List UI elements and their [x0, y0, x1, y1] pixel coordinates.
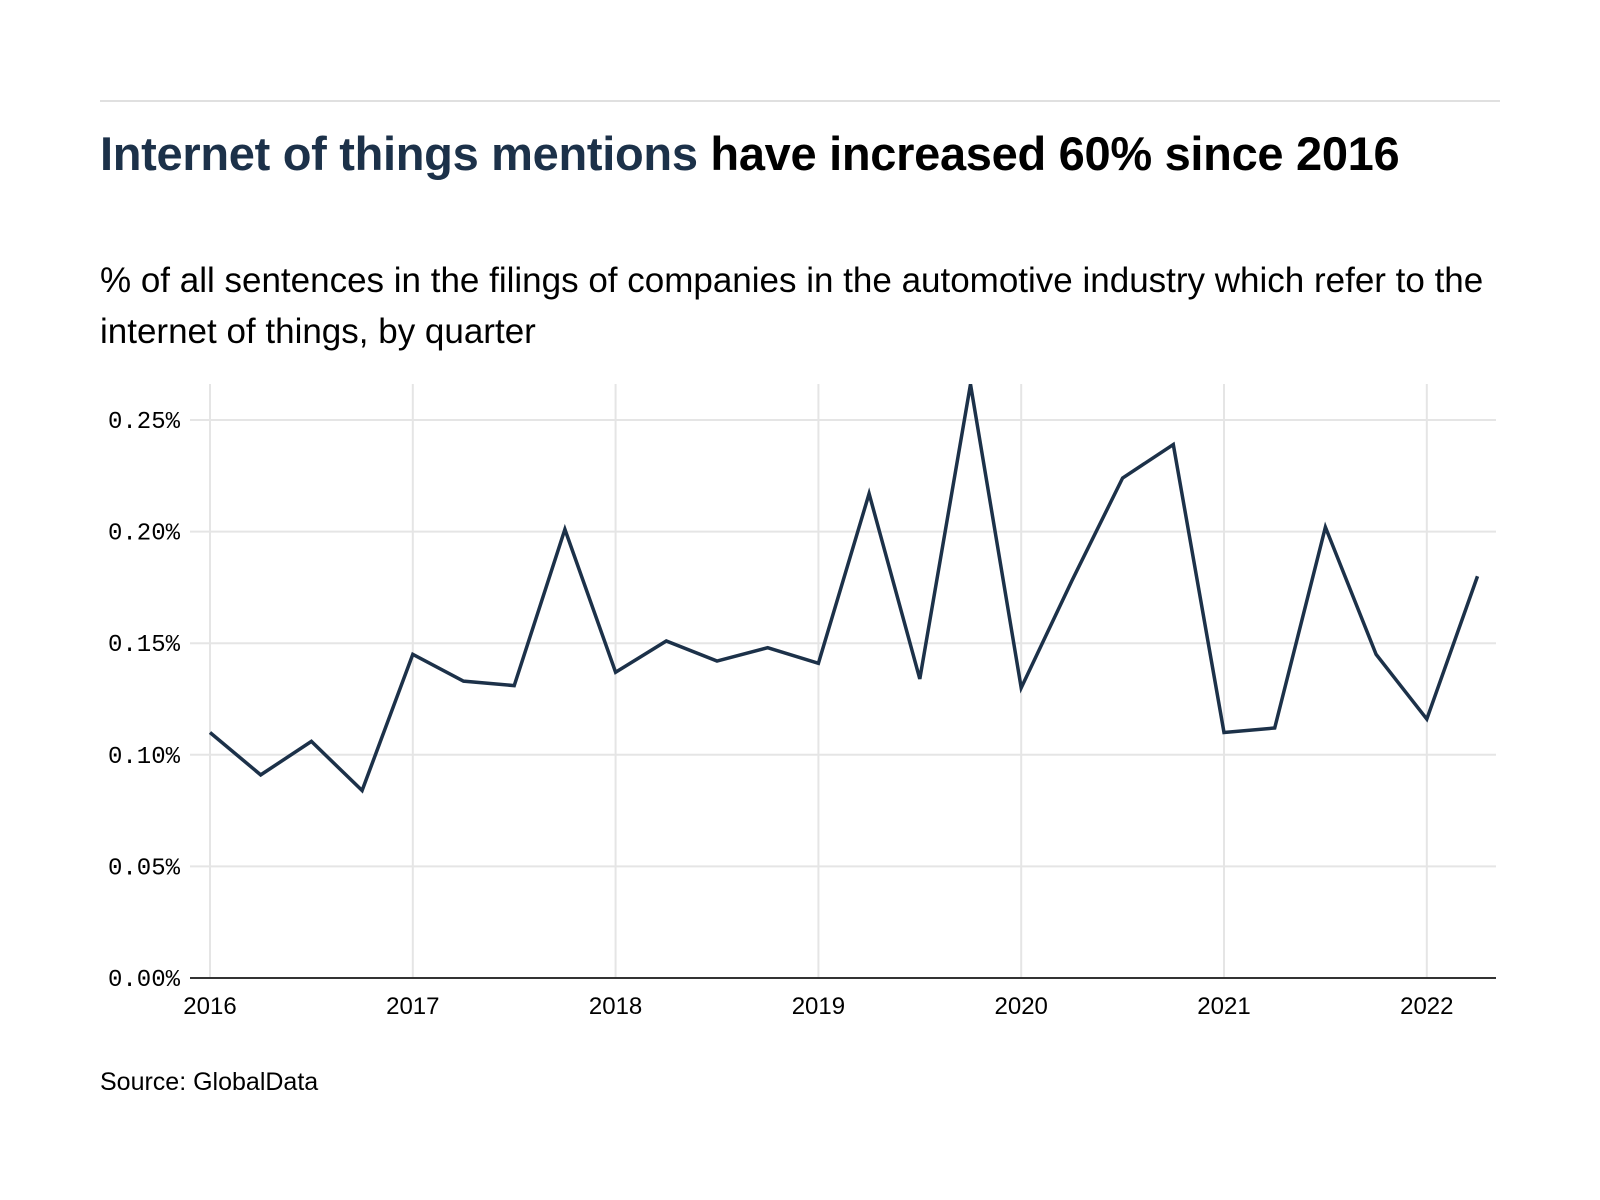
chart-subtitle: % of all sentences in the filings of com… [100, 261, 1484, 351]
y-tick-label: 0.10% [108, 744, 181, 771]
x-tick-label: 2017 [386, 993, 439, 1020]
y-tick-label: 0.15% [108, 632, 181, 659]
y-tick-label: 0.20% [108, 521, 181, 548]
x-tick-label: 2019 [792, 993, 845, 1020]
x-axis-tick-labels: 2016 2017 2018 2019 2020 2021 2022 [183, 993, 1453, 1020]
title-rest: have increased 60% since 2016 [697, 127, 1400, 180]
top-rule [100, 100, 1500, 102]
y-tick-label: 0.05% [108, 855, 181, 882]
horizontal-gridlines [190, 419, 1496, 868]
x-tick-label: 2022 [1400, 993, 1453, 1020]
series-line [208, 383, 1480, 794]
title-highlight: Internet of things mentions [100, 127, 698, 180]
x-tick-label: 2016 [183, 993, 236, 1020]
source-note: Source: GlobalData [100, 1068, 319, 1096]
x-tick-label: 2021 [1197, 993, 1250, 1020]
vertical-gridlines [209, 384, 1428, 978]
chart-title: Internet of things mentions have increas… [100, 124, 1500, 183]
series-group [208, 383, 1480, 794]
x-tick-label: 2018 [589, 993, 642, 1020]
x-tick-label: 2020 [995, 993, 1048, 1020]
y-tick-label: 0.00% [108, 967, 181, 994]
y-axis-tick-labels: 0.00% 0.05% 0.10% 0.15% 0.20% 0.25% [108, 409, 181, 994]
y-tick-label: 0.25% [108, 409, 181, 436]
